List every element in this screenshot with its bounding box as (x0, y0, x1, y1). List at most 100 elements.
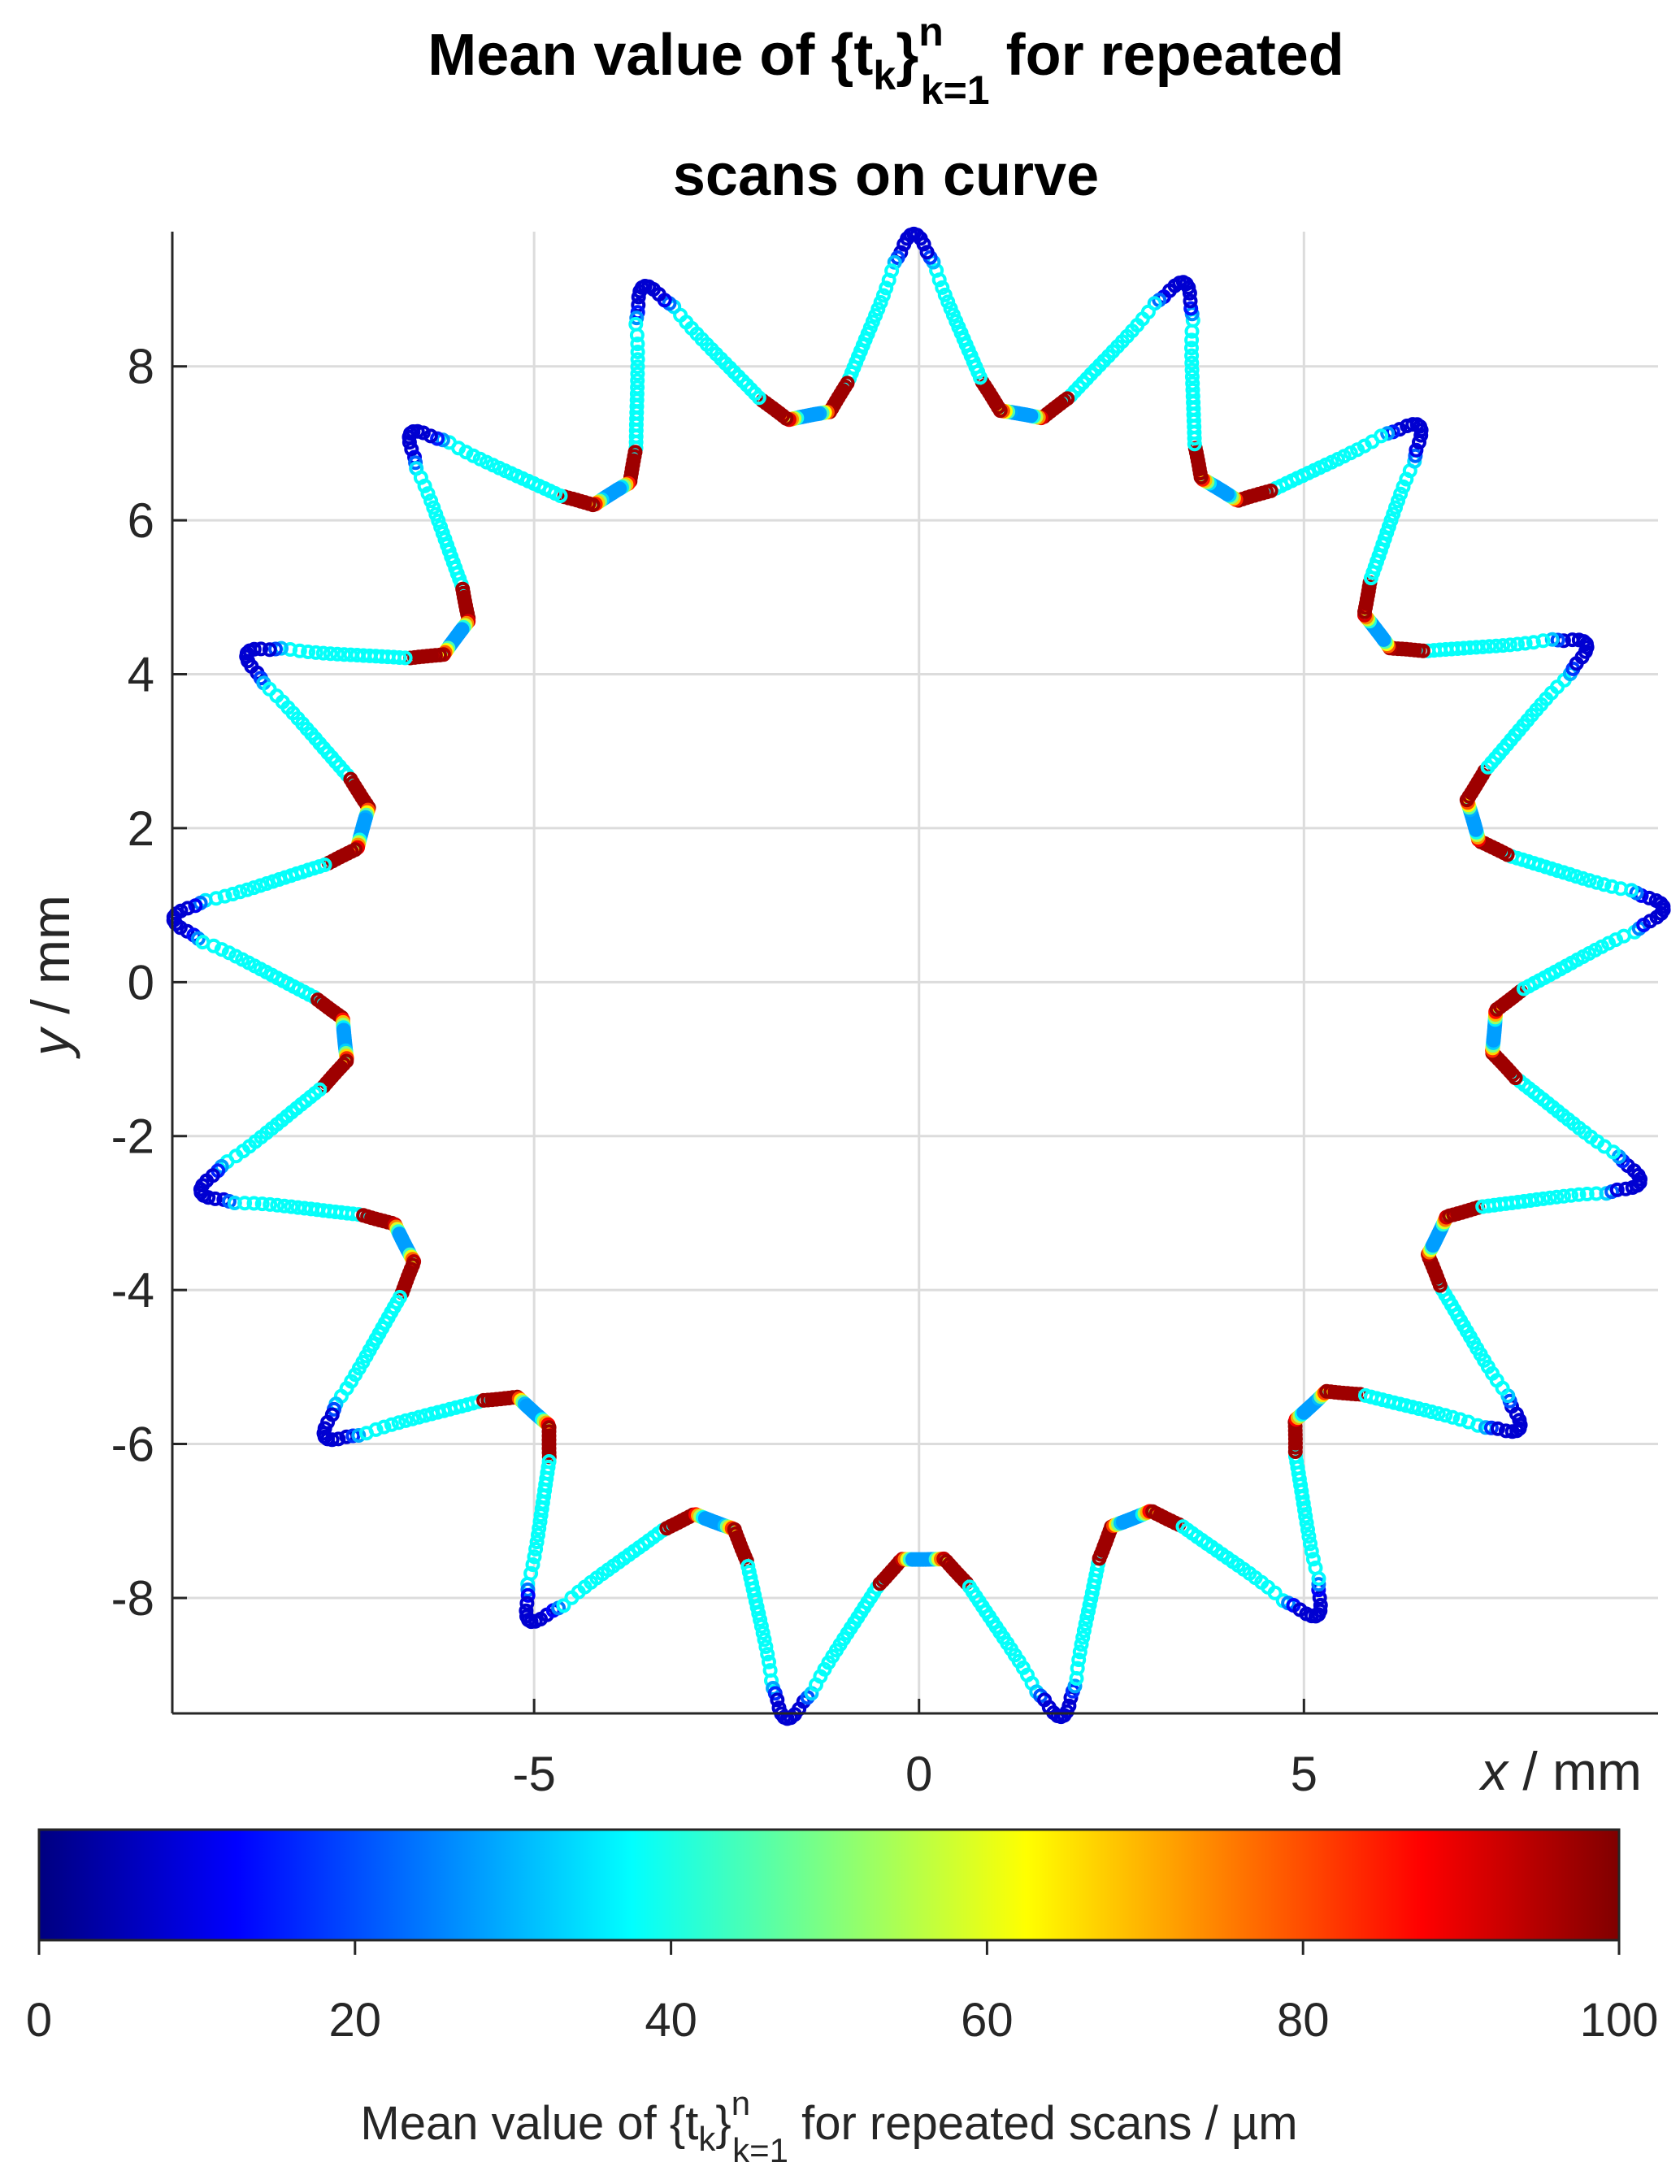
data-point (1542, 1190, 1557, 1205)
data-point (1556, 1188, 1571, 1204)
y-tick-label: -4 (111, 1263, 154, 1318)
data-point (262, 642, 277, 658)
data-point (758, 1639, 774, 1654)
data-point (749, 1600, 765, 1615)
data-point (323, 646, 338, 662)
data-point (246, 880, 262, 896)
axes (171, 232, 1658, 1715)
data-point (1313, 1597, 1328, 1613)
data-point (629, 310, 645, 326)
data-point (1071, 1652, 1087, 1667)
data-point (1438, 1408, 1453, 1423)
data-point (1303, 1536, 1318, 1552)
colorbar-tick-label: 60 (961, 1994, 1014, 2047)
data-point (1452, 1412, 1468, 1427)
title-subscript-k1: k=1 (921, 67, 990, 113)
data-point (1079, 1610, 1095, 1625)
data-point (1408, 448, 1423, 463)
title-brace: } (896, 23, 918, 88)
data-point (525, 1557, 540, 1572)
data-point (1357, 438, 1372, 454)
data-point (909, 228, 925, 243)
x-axis-label: x / mm (1478, 1741, 1642, 1801)
data-point (630, 352, 645, 367)
y-tick-label: -2 (111, 1109, 154, 1164)
data-point (1393, 486, 1409, 501)
data-point (935, 280, 950, 295)
data-point (404, 441, 419, 457)
data-point (343, 647, 358, 662)
data-point (1571, 632, 1587, 648)
data-point (760, 1647, 775, 1662)
data-point (217, 888, 232, 904)
data-point (757, 1632, 772, 1648)
data-point (1609, 1182, 1625, 1197)
data-point (1267, 1585, 1283, 1600)
title-suffix: for repeated (990, 23, 1344, 88)
data-point (237, 1196, 253, 1211)
data-point (531, 1527, 545, 1543)
colorbar-tick-label: 0 (26, 1994, 52, 2047)
data-point (411, 1409, 427, 1425)
data-point (1421, 643, 1436, 658)
data-point (879, 280, 894, 296)
data-point (1445, 1409, 1461, 1425)
data-point (1529, 1192, 1544, 1207)
data-point (1399, 1398, 1414, 1413)
data-point (1582, 873, 1597, 888)
data-point (1579, 1187, 1595, 1201)
data-point (398, 1413, 414, 1428)
data-point (423, 428, 438, 444)
data-point (1386, 506, 1401, 522)
data-point (1642, 890, 1657, 905)
data-point (301, 645, 316, 659)
title-subscript-k: k (873, 53, 896, 98)
data-point (284, 1199, 299, 1214)
data-point (528, 1541, 544, 1557)
data-point (402, 435, 417, 450)
y-axis-label: y / mm (20, 895, 80, 1059)
data-point (520, 1582, 536, 1597)
data-point (1391, 493, 1405, 509)
data-point (254, 1196, 270, 1212)
data-point (1304, 1544, 1319, 1559)
data-point (1502, 637, 1517, 653)
data-point (1299, 1515, 1314, 1531)
data-point (1076, 1623, 1092, 1639)
data-point (937, 287, 953, 302)
data-point (1564, 1188, 1578, 1203)
data-point (1305, 1552, 1321, 1567)
data-points (166, 226, 1671, 1726)
data-point (753, 1612, 768, 1627)
data-point (466, 448, 481, 463)
data-point (276, 1198, 292, 1214)
data-point (1400, 419, 1415, 433)
data-point (896, 237, 912, 252)
data-point (1565, 632, 1580, 648)
colorbar: 0 20 40 60 80 100 Mean value of {tk}n k=1 for … (26, 1828, 1658, 2169)
data-point (1184, 369, 1200, 384)
data-point (315, 645, 331, 661)
colorbar-tick-label: 40 (645, 1994, 697, 2047)
data-point (767, 1686, 783, 1701)
data-point (283, 642, 298, 657)
data-point (420, 486, 436, 501)
data-point (1078, 1617, 1093, 1631)
data-point (1300, 1522, 1315, 1537)
data-point (519, 1596, 535, 1611)
data-point (1074, 1637, 1089, 1652)
data-point (929, 263, 944, 278)
data-point (1549, 1189, 1565, 1205)
data-point (940, 294, 956, 310)
data-point (384, 1417, 399, 1432)
data-point (1482, 639, 1497, 654)
data-point (405, 1411, 420, 1426)
x-tick-labels: -5 0 5 (512, 1747, 1318, 1801)
colorbar-label: Mean value of {tk}n k=1 for repeated scan… (360, 2084, 1297, 2169)
data-point (1185, 376, 1200, 391)
data-point (1496, 638, 1511, 653)
data-point (751, 1606, 766, 1622)
data-point (1061, 1698, 1077, 1713)
y-tick-label: 2 (128, 801, 154, 856)
data-point (418, 1408, 433, 1423)
